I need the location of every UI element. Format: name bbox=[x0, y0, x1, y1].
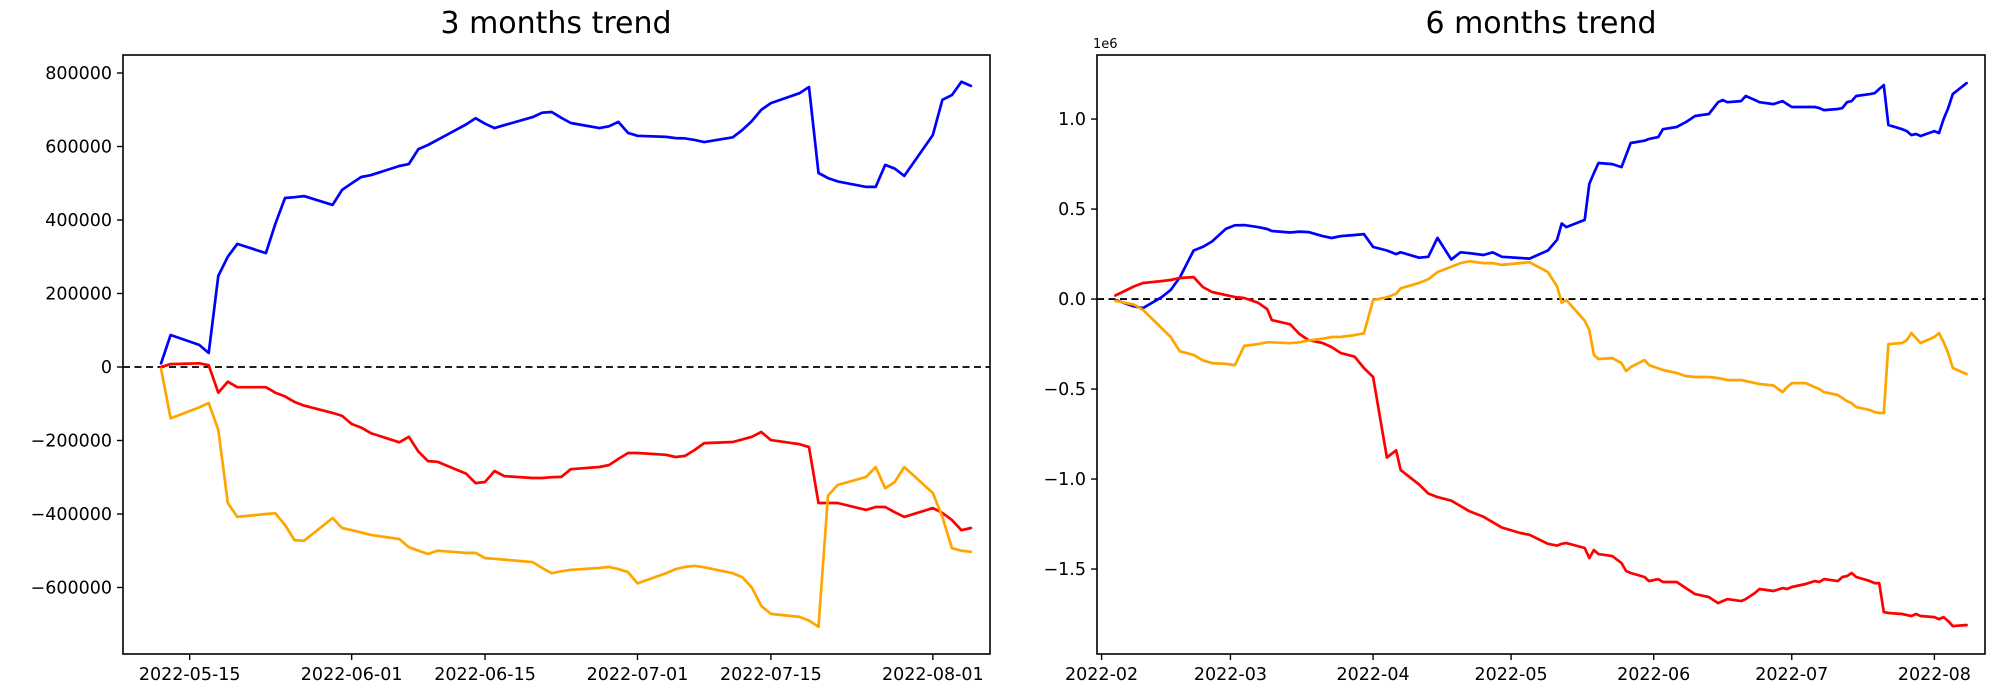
left-chart-plot: 2022-05-15 2022-06-01 2022-06-15 2022-07-01… bbox=[31, 54, 991, 685]
right-x-axis: 2022-02 2022-03 2022-04 2022-05 2022-06 2022-… bbox=[1065, 654, 1971, 685]
left-y-tick-label: −400000 bbox=[31, 505, 112, 525]
left-y-tick-label: 600000 bbox=[45, 138, 112, 158]
right-axes-spines bbox=[1096, 54, 1986, 655]
left-chart-title: 3 months trend bbox=[440, 6, 672, 41]
right-y-tick-label: −1.5 bbox=[1044, 560, 1087, 580]
left-y-tick-label: 800000 bbox=[45, 64, 112, 84]
right-series-blue bbox=[1114, 81, 1968, 310]
right-y-tick-label: 1.0 bbox=[1058, 110, 1086, 130]
left-x-tick-label: 2022-06-15 bbox=[434, 665, 536, 685]
left-y-tick-label: 400000 bbox=[45, 211, 112, 231]
right-x-tick-label: 2022-02 bbox=[1065, 665, 1138, 685]
right-chart-title: 6 months trend bbox=[1425, 6, 1657, 41]
left-y-axis: 800000 600000 400000 200000 0 −200000 −400000 −… bbox=[31, 64, 123, 598]
right-x-tick-label: 2022-05 bbox=[1475, 665, 1548, 685]
left-y-tick-label: 0 bbox=[101, 358, 112, 378]
right-y-tick-label: −0.5 bbox=[1044, 380, 1087, 400]
left-y-tick-label: −600000 bbox=[31, 578, 112, 598]
left-y-tick-label: −200000 bbox=[31, 431, 112, 451]
left-x-tick-label: 2022-05-15 bbox=[139, 665, 241, 685]
right-y-tick-label: −1.0 bbox=[1044, 470, 1087, 490]
right-x-tick-label: 2022-06 bbox=[1617, 665, 1690, 685]
right-series-red bbox=[1114, 275, 1968, 628]
right-chart-plot: 2022-02 2022-03 2022-04 2022-05 2022-06 2022-… bbox=[1044, 37, 1986, 685]
right-x-tick-label: 2022-04 bbox=[1336, 665, 1409, 685]
right-y-offset-label: 1e6 bbox=[1093, 37, 1118, 52]
left-x-tick-label: 2022-07-15 bbox=[720, 665, 822, 685]
right-x-tick-label: 2022-07 bbox=[1755, 665, 1828, 685]
left-x-tick-label: 2022-07-01 bbox=[587, 665, 689, 685]
right-x-tick-label: 2022-03 bbox=[1194, 665, 1267, 685]
left-y-tick-label: 200000 bbox=[45, 284, 112, 304]
left-axes-spines bbox=[122, 54, 991, 655]
left-x-tick-label: 2022-08-01 bbox=[882, 665, 984, 685]
left-x-tick-label: 2022-06-01 bbox=[301, 665, 403, 685]
right-series-orange bbox=[1114, 259, 1968, 415]
left-series-red bbox=[159, 361, 973, 532]
right-y-tick-label: 0.5 bbox=[1058, 200, 1086, 220]
left-series-orange bbox=[159, 367, 973, 629]
right-y-tick-label: 0.0 bbox=[1058, 290, 1086, 310]
right-x-tick-label: 2022-08 bbox=[1898, 665, 1971, 685]
left-series-blue bbox=[159, 80, 973, 365]
left-x-axis: 2022-05-15 2022-06-01 2022-06-15 2022-07-01… bbox=[139, 654, 984, 685]
right-y-axis: 1.0 0.5 0.0 −0.5 −1.0 −1.5 bbox=[1044, 110, 1097, 580]
